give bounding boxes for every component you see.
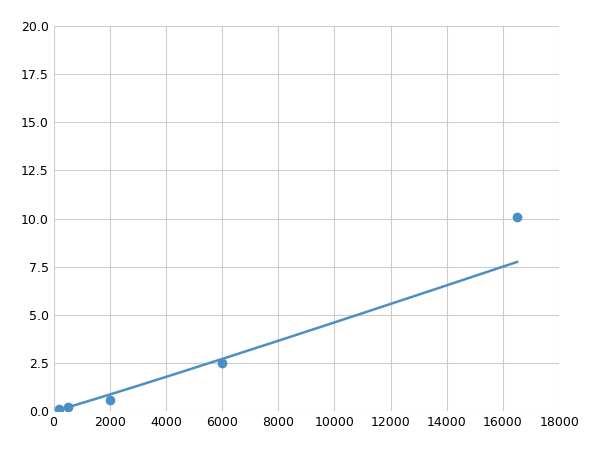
Point [105, 396, 115, 403]
Point [512, 213, 522, 220]
Point [63, 404, 73, 411]
Point [55, 406, 64, 413]
Point [217, 360, 227, 367]
